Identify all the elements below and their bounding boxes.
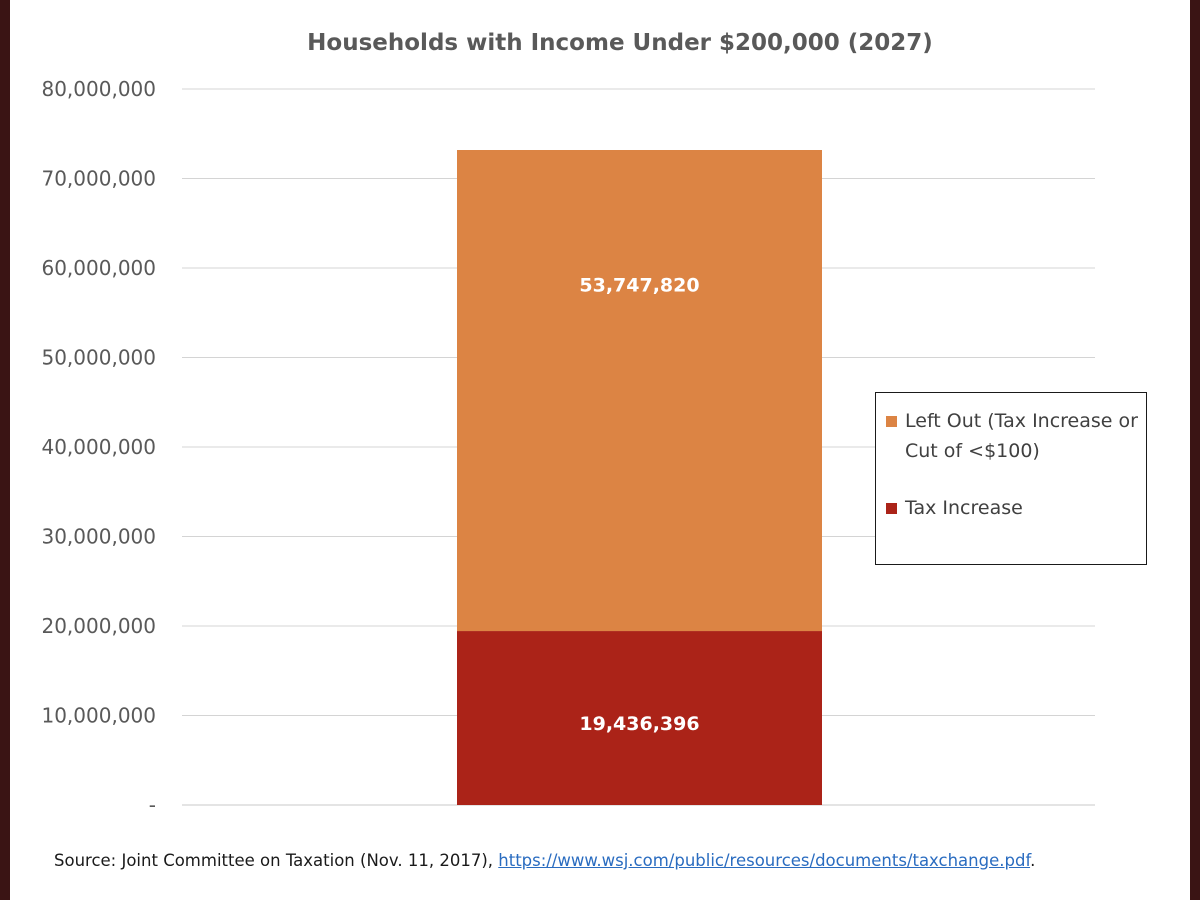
chart-title: Households with Income Under $200,000 (2…: [307, 30, 933, 56]
bar-segment-left-out: [457, 150, 822, 632]
plot-area: - 10,000,000 20,000,000 30,000,000 40,000,00…: [41, 77, 1095, 817]
y-tick-label: 70,000,000: [41, 167, 156, 191]
legend-item-tax-increase: Tax Increase: [886, 493, 1150, 523]
y-tick-label: 20,000,000: [41, 614, 156, 638]
source-suffix: .: [1030, 851, 1036, 870]
source-link[interactable]: https://www.wsj.com/public/resources/doc…: [498, 851, 1031, 870]
legend-swatch-tax-increase: [886, 503, 897, 514]
chart-frame: Households with Income Under $200,000 (2…: [10, 0, 1190, 900]
y-tick-label: 10,000,000: [41, 704, 156, 728]
y-tick-label: 40,000,000: [41, 435, 156, 459]
y-tick-label: 60,000,000: [41, 256, 156, 280]
legend-swatch-left-out: [886, 416, 897, 427]
source-note: Source: Joint Committee on Taxation (Nov…: [54, 851, 1035, 870]
data-label-tax-increase: 19,436,396: [579, 713, 699, 735]
y-tick-label: 80,000,000: [41, 77, 156, 101]
y-tick-label: 30,000,000: [41, 525, 156, 549]
y-tick-label: 50,000,000: [41, 346, 156, 370]
y-tick-label: -: [149, 793, 156, 817]
legend: Left Out (Tax Increase or Cut of <$100) …: [875, 392, 1147, 565]
bar-segment-tax-increase: [457, 631, 822, 805]
legend-label-tax-increase: Tax Increase: [905, 497, 1023, 519]
source-prefix: Source: Joint Committee on Taxation (Nov…: [54, 851, 499, 870]
data-label-left-out: 53,747,820: [579, 275, 699, 297]
legend-label-left-out: Left Out (Tax Increase or Cut of <$100): [905, 410, 1138, 462]
legend-item-left-out: Left Out (Tax Increase or Cut of <$100): [886, 406, 1150, 466]
